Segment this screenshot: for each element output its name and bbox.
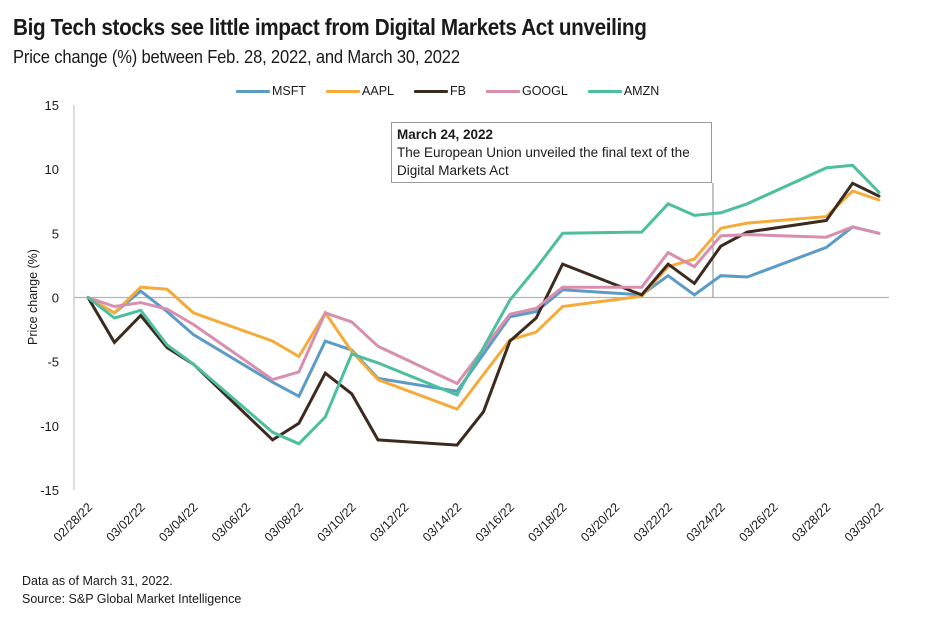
- y-tick-label: 15: [45, 98, 59, 113]
- x-tick-label: 03/30/22: [842, 500, 886, 544]
- legend-swatch: [587, 89, 622, 93]
- y-tick-label: 0: [52, 291, 59, 306]
- legend-item-googl: GOOGL: [485, 84, 568, 98]
- legend: MSFT AAPL FB GOOGL AMZN: [236, 84, 679, 98]
- footer-note: Data as of March 31, 2022.: [22, 574, 173, 588]
- x-tick-label: 03/28/22: [789, 500, 833, 544]
- legend-label: MSFT: [272, 84, 307, 98]
- series-line-aapl: [86, 189, 881, 411]
- y-tick-label: -10: [40, 419, 59, 434]
- y-tick-label: 10: [45, 162, 59, 177]
- x-tick-label: 03/14/22: [420, 500, 464, 544]
- x-tick-label: 03/18/22: [525, 500, 569, 544]
- series-line-msft: [86, 225, 881, 399]
- x-tick-label: 03/04/22: [156, 500, 200, 544]
- footer: Data as of March 31, 2022. Source: S&P G…: [22, 572, 241, 608]
- x-tick-label: 03/10/22: [314, 500, 358, 544]
- chart-subtitle: Price change (%) between Feb. 28, 2022, …: [13, 47, 460, 67]
- legend-label: AAPL: [362, 84, 394, 98]
- series-line-googl: [86, 225, 881, 386]
- series-line-amzn: [86, 163, 881, 446]
- x-tick-label: 03/12/22: [367, 500, 411, 544]
- x-tick-label: 02/28/22: [51, 500, 95, 544]
- series-lines: [86, 163, 881, 447]
- x-tick-label: 03/26/22: [736, 500, 780, 544]
- y-tick-label: 5: [52, 226, 59, 241]
- legend-item-fb: FB: [414, 84, 466, 98]
- y-tick-label: -5: [47, 355, 59, 370]
- chart-title: Big Tech stocks see little impact from D…: [13, 14, 647, 40]
- x-tick-label: 03/20/22: [578, 500, 622, 544]
- legend-swatch: [236, 89, 270, 93]
- y-axis-label: Price change (%): [26, 249, 40, 345]
- legend-item-msft: MSFT: [236, 84, 306, 98]
- x-tick-label: 03/02/22: [104, 500, 148, 544]
- legend-label: GOOGL: [521, 84, 568, 98]
- annotation-text: The European Union unveiled the final te…: [397, 145, 690, 178]
- annotation-date: March 24, 2022: [397, 127, 494, 142]
- x-tick-label: 03/08/22: [262, 500, 306, 544]
- legend-label: FB: [450, 84, 466, 98]
- legend-swatch: [414, 89, 448, 93]
- y-tick-label: -15: [40, 483, 59, 498]
- axes: [73, 105, 889, 490]
- legend-swatch: [326, 89, 361, 93]
- x-tick-label: 03/24/22: [684, 500, 728, 544]
- legend-label: AMZN: [623, 84, 660, 98]
- x-tick-label: 03/16/22: [473, 500, 517, 544]
- legend-swatch: [485, 89, 520, 93]
- annotation-box: March 24, 2022 The European Union unveil…: [391, 122, 712, 183]
- x-tick-label: 03/22/22: [631, 500, 675, 544]
- footer-source: Source: S&P Global Market Intelligence: [22, 592, 242, 606]
- legend-item-aapl: AAPL: [326, 84, 394, 98]
- x-tick-label: 03/06/22: [209, 500, 253, 544]
- legend-item-amzn: AMZN: [587, 84, 660, 98]
